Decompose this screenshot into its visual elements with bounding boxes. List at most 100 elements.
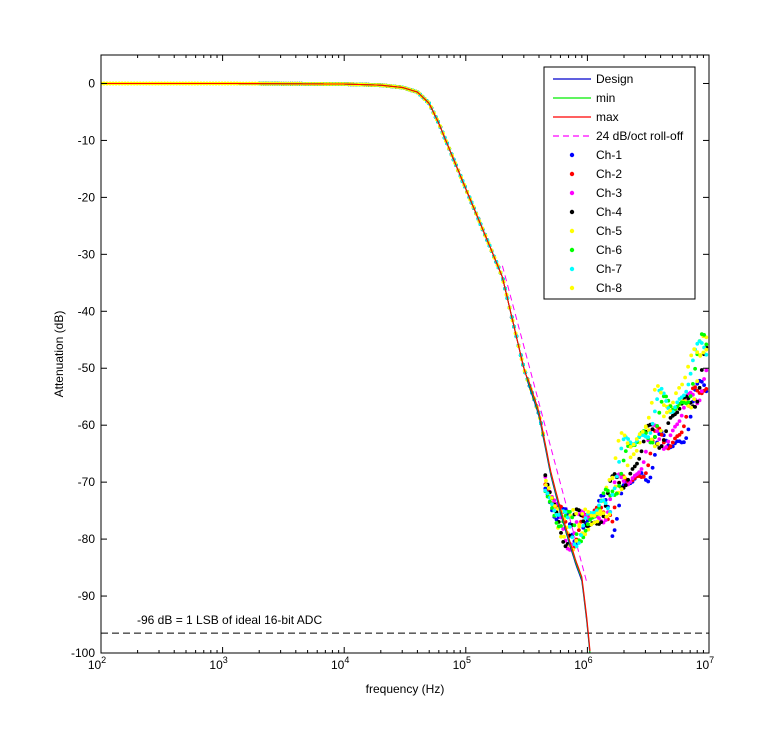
data-point-ch-4 — [695, 399, 700, 404]
legend-marker-swatch — [569, 190, 575, 196]
data-point-ch-3 — [666, 439, 671, 444]
data-point-ch-8 — [607, 512, 612, 517]
data-point-ch-1 — [612, 528, 617, 532]
data-point-ch-7 — [688, 371, 693, 376]
data-point-ch-8 — [616, 438, 621, 443]
data-point-ch-6 — [704, 342, 709, 347]
data-point-ch-6 — [688, 394, 693, 399]
data-point-ch-3 — [699, 389, 704, 394]
legend-marker-swatch — [569, 152, 575, 158]
data-point-ch-8 — [686, 364, 690, 369]
data-point-ch-2 — [695, 388, 700, 393]
data-point-ch-8 — [680, 382, 684, 387]
data-point-ch-3 — [619, 475, 624, 480]
data-point-ch-2 — [612, 505, 617, 510]
legend: Design min max 24 dB/oct roll-off Ch-1 Ch-2 Ch… — [543, 66, 696, 300]
data-point-ch-2 — [648, 451, 653, 456]
data-point-ch-4 — [641, 439, 646, 444]
legend-label: Design — [596, 72, 633, 86]
legend-label: Ch-8 — [596, 281, 622, 295]
data-point-ch-2 — [670, 440, 675, 445]
data-point-ch-1 — [610, 534, 615, 538]
data-point-ch-8 — [544, 478, 548, 483]
data-point-ch-4 — [639, 449, 644, 454]
data-point-ch-6 — [583, 528, 588, 533]
data-point-ch-8 — [592, 514, 597, 518]
legend-item-ch-6: Ch-6 — [569, 243, 622, 257]
data-point-ch-5 — [589, 522, 594, 527]
data-point-ch-7 — [655, 397, 659, 401]
data-point-ch-6 — [610, 489, 615, 494]
data-point-ch-7 — [543, 488, 548, 493]
series-line-max — [101, 82, 591, 652]
y-tick-label: 0 — [88, 76, 95, 90]
data-point-ch-8 — [671, 400, 675, 405]
legend-item-ch-3: Ch-3 — [569, 186, 622, 200]
legend-item-design: Design — [553, 72, 633, 86]
data-point-ch-7 — [699, 341, 704, 345]
data-point-ch-3 — [561, 527, 566, 531]
data-point-ch-3 — [673, 424, 677, 429]
data-point-ch-7 — [650, 421, 655, 426]
data-point-ch-8 — [640, 429, 645, 434]
data-point-ch-5 — [652, 444, 657, 449]
data-point-ch-7 — [565, 515, 570, 520]
legend-marker-swatch — [569, 266, 575, 272]
data-point-ch-7 — [574, 544, 579, 549]
data-point-ch-8 — [577, 524, 582, 529]
data-point-ch-8 — [704, 347, 709, 352]
data-point-ch-8 — [634, 437, 639, 441]
data-point-ch-8 — [547, 486, 551, 490]
data-point-ch-1 — [684, 436, 689, 440]
data-point-ch-4 — [659, 444, 664, 449]
data-point-ch-6 — [617, 484, 621, 488]
data-point-ch-7 — [601, 498, 606, 503]
data-point-ch-2 — [693, 385, 697, 390]
legend-label: Ch-5 — [596, 224, 622, 238]
data-point-ch-6 — [568, 510, 572, 514]
data-point-ch-5 — [619, 487, 624, 492]
data-point-ch-1 — [648, 475, 653, 480]
data-point-ch-8 — [652, 387, 657, 392]
data-point-ch-8 — [553, 504, 557, 508]
data-point-ch-4 — [699, 368, 704, 372]
data-point-ch-3 — [639, 467, 644, 471]
data-point-ch-6 — [693, 366, 697, 371]
data-point-ch-3 — [670, 428, 675, 433]
data-point-ch-4 — [543, 473, 548, 478]
data-point-ch-8 — [674, 391, 678, 396]
legend-label: Ch-1 — [596, 148, 622, 162]
data-point-ch-4 — [664, 429, 668, 434]
data-point-ch-5 — [571, 508, 575, 512]
data-point-ch-7 — [610, 492, 615, 497]
data-point-ch-1 — [699, 379, 704, 384]
data-point-ch-7 — [579, 533, 583, 537]
data-point-ch-4 — [606, 491, 610, 496]
data-point-ch-4 — [693, 405, 697, 409]
data-point-ch-2 — [704, 387, 709, 391]
data-point-ch-8 — [610, 475, 615, 480]
data-point-ch-7 — [606, 506, 610, 511]
data-point-ch-5 — [704, 335, 709, 340]
data-point-ch-8 — [604, 514, 609, 519]
data-point-ch-5 — [649, 437, 654, 442]
data-point-ch-8 — [601, 511, 606, 516]
data-point-ch-7 — [617, 460, 621, 464]
data-point-ch-8 — [622, 433, 627, 438]
data-point-ch-3 — [603, 518, 608, 522]
data-point-ch-4 — [630, 467, 635, 471]
legend-label: Ch-4 — [596, 205, 622, 219]
data-point-ch-5 — [695, 379, 700, 384]
y-tick-label: -10 — [78, 133, 96, 147]
data-point-ch-5 — [656, 441, 660, 446]
data-point-ch-5 — [595, 519, 600, 524]
data-point-ch-8 — [628, 445, 633, 449]
data-point-ch-5 — [625, 463, 630, 468]
data-point-ch-3 — [574, 520, 579, 524]
y-axis-title: Attenuation (dB) — [52, 311, 66, 398]
data-point-ch-8 — [619, 431, 624, 435]
data-point-ch-6 — [655, 424, 659, 428]
x-axis-title: frequency (Hz) — [366, 682, 445, 696]
data-point-ch-6 — [574, 532, 579, 536]
data-point-ch-7 — [626, 437, 630, 441]
